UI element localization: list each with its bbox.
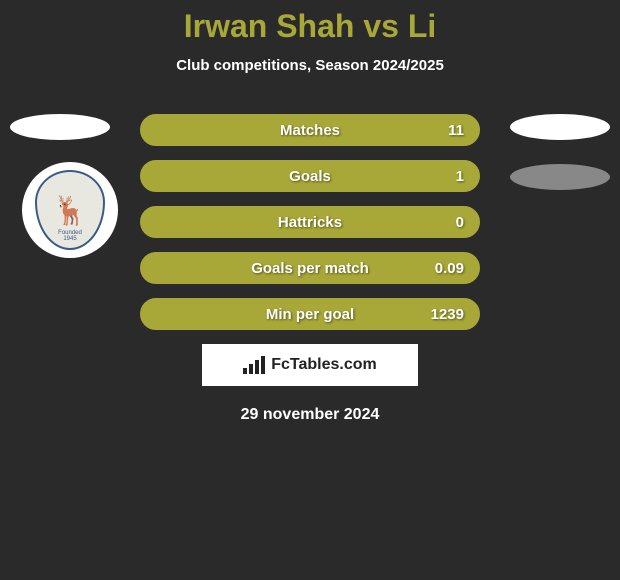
left-ellipse-placeholder — [10, 114, 110, 140]
stat-bar-hattricks: Hattricks 0 — [140, 206, 480, 238]
brand-text: FcTables.com — [271, 356, 377, 374]
stat-label: Goals — [289, 168, 331, 185]
right-ellipse-placeholder-2 — [510, 164, 610, 190]
club-crest: 🦌 Founded 1945 — [22, 162, 118, 258]
footer-date: 29 november 2024 — [0, 406, 620, 424]
stat-bar-goals-per-match: Goals per match 0.09 — [140, 252, 480, 284]
stat-label: Goals per match — [251, 260, 369, 277]
stat-label: Hattricks — [278, 214, 342, 231]
founded-year: 1945 — [63, 236, 76, 242]
crest-founded-text: Founded 1945 — [37, 230, 103, 242]
stat-label: Matches — [280, 122, 340, 139]
stat-value: 0 — [456, 214, 464, 231]
stat-label: Min per goal — [266, 306, 354, 323]
subtitle: Club competitions, Season 2024/2025 — [0, 57, 620, 74]
bar-chart-icon — [243, 356, 265, 374]
stat-bar-min-per-goal: Min per goal 1239 — [140, 298, 480, 330]
stat-value: 1 — [456, 168, 464, 185]
stats-container: 🦌 Founded 1945 Matches 11 Goals 1 Hattri… — [0, 114, 620, 424]
brand-box[interactable]: FcTables.com — [202, 344, 418, 386]
stat-value: 0.09 — [435, 260, 464, 277]
stat-value: 11 — [448, 122, 464, 139]
page-title: Irwan Shah vs Li — [0, 0, 620, 45]
stat-value: 1239 — [431, 306, 464, 323]
stat-bar-goals: Goals 1 — [140, 160, 480, 192]
deer-icon: 🦌 — [53, 194, 88, 227]
stat-bar-matches: Matches 11 — [140, 114, 480, 146]
right-ellipse-placeholder-1 — [510, 114, 610, 140]
crest-shield: 🦌 Founded 1945 — [35, 170, 105, 250]
